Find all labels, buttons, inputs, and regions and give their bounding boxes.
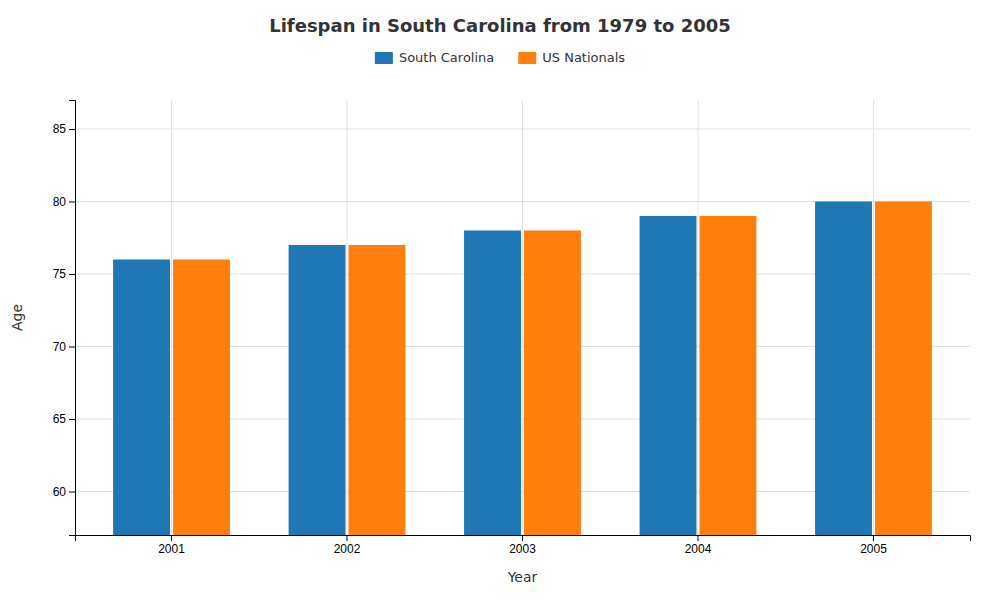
tick-label: 85 [53, 122, 67, 136]
bar [289, 245, 346, 535]
tick: 60 [53, 485, 75, 499]
legend-swatch [518, 52, 536, 64]
title: Lifespan in South Carolina from 1979 to … [269, 15, 731, 36]
tick-mark [171, 535, 172, 541]
tick: 70 [53, 340, 75, 354]
axis-line [76, 536, 971, 542]
legend: South Carolina US Nationals [375, 50, 625, 65]
tick: 75 [53, 267, 75, 281]
bar [173, 260, 230, 536]
tick: 2004 [685, 535, 712, 556]
grid [75, 100, 970, 535]
axis-line [69, 101, 76, 536]
bar [699, 216, 756, 535]
bar-series [113, 202, 872, 536]
tick-mark [69, 419, 75, 420]
legend-item: South Carolina [375, 50, 494, 65]
grid-line [873, 100, 874, 535]
tick-mark [347, 535, 348, 541]
tick-label: 80 [53, 195, 67, 209]
bar [113, 260, 170, 536]
tick-mark [69, 202, 75, 203]
bar [875, 202, 932, 536]
tick-label: 2003 [509, 542, 536, 556]
legend-swatch [375, 52, 393, 64]
tick-mark [873, 535, 874, 541]
tick-label: 60 [53, 485, 67, 499]
tick-mark [69, 492, 75, 493]
tick-label: 2004 [685, 542, 712, 556]
bar [349, 245, 406, 535]
tick-mark [69, 129, 75, 130]
y-axis-title: Age [9, 304, 25, 331]
bar-series [173, 202, 932, 536]
plot-area: 2001 2002 2003 2004 2005 60 65 70 75 80 85 [53, 100, 971, 556]
tick-label: 65 [53, 412, 67, 426]
chart-svg: 2001 2002 2003 2004 2005 60 65 70 75 80 85 Lifespan… [0, 0, 1000, 600]
bar [640, 216, 697, 535]
x-axis-title: Year [507, 569, 538, 585]
bar [464, 231, 521, 536]
tick: 2003 [509, 535, 536, 556]
tick-label: 2002 [334, 542, 361, 556]
bar [524, 231, 581, 536]
legend-item: US Nationals [518, 50, 625, 65]
tick: 2002 [334, 535, 361, 556]
tick-mark [522, 535, 523, 541]
page: {"chart_data": {"type": "bar", "title": … [0, 0, 1000, 600]
tick: 2001 [158, 535, 185, 556]
tick-mark [69, 347, 75, 348]
legend-label: US Nationals [542, 50, 625, 65]
tick: 65 [53, 412, 75, 426]
legend-label: South Carolina [399, 50, 494, 65]
tick: 80 [53, 195, 75, 209]
tick-mark [69, 274, 75, 275]
tick-label: 70 [53, 340, 67, 354]
tick-label: 75 [53, 267, 67, 281]
chart-container: 2001 2002 2003 2004 2005 60 65 70 75 80 85 Lifespan… [0, 0, 1000, 600]
grid-line [697, 100, 698, 535]
tick: 2005 [860, 535, 887, 556]
bar [815, 202, 872, 536]
tick-mark [697, 535, 698, 541]
x-axis: 2001 2002 2003 2004 2005 [76, 535, 971, 556]
bars [113, 202, 932, 536]
grid-line [347, 100, 348, 535]
tick-label: 2005 [860, 542, 887, 556]
tick-label: 2001 [158, 542, 185, 556]
grid-line [522, 100, 523, 535]
grid-line [171, 100, 172, 535]
y-axis: 60 65 70 75 80 85 [53, 101, 76, 536]
tick: 85 [53, 122, 75, 136]
